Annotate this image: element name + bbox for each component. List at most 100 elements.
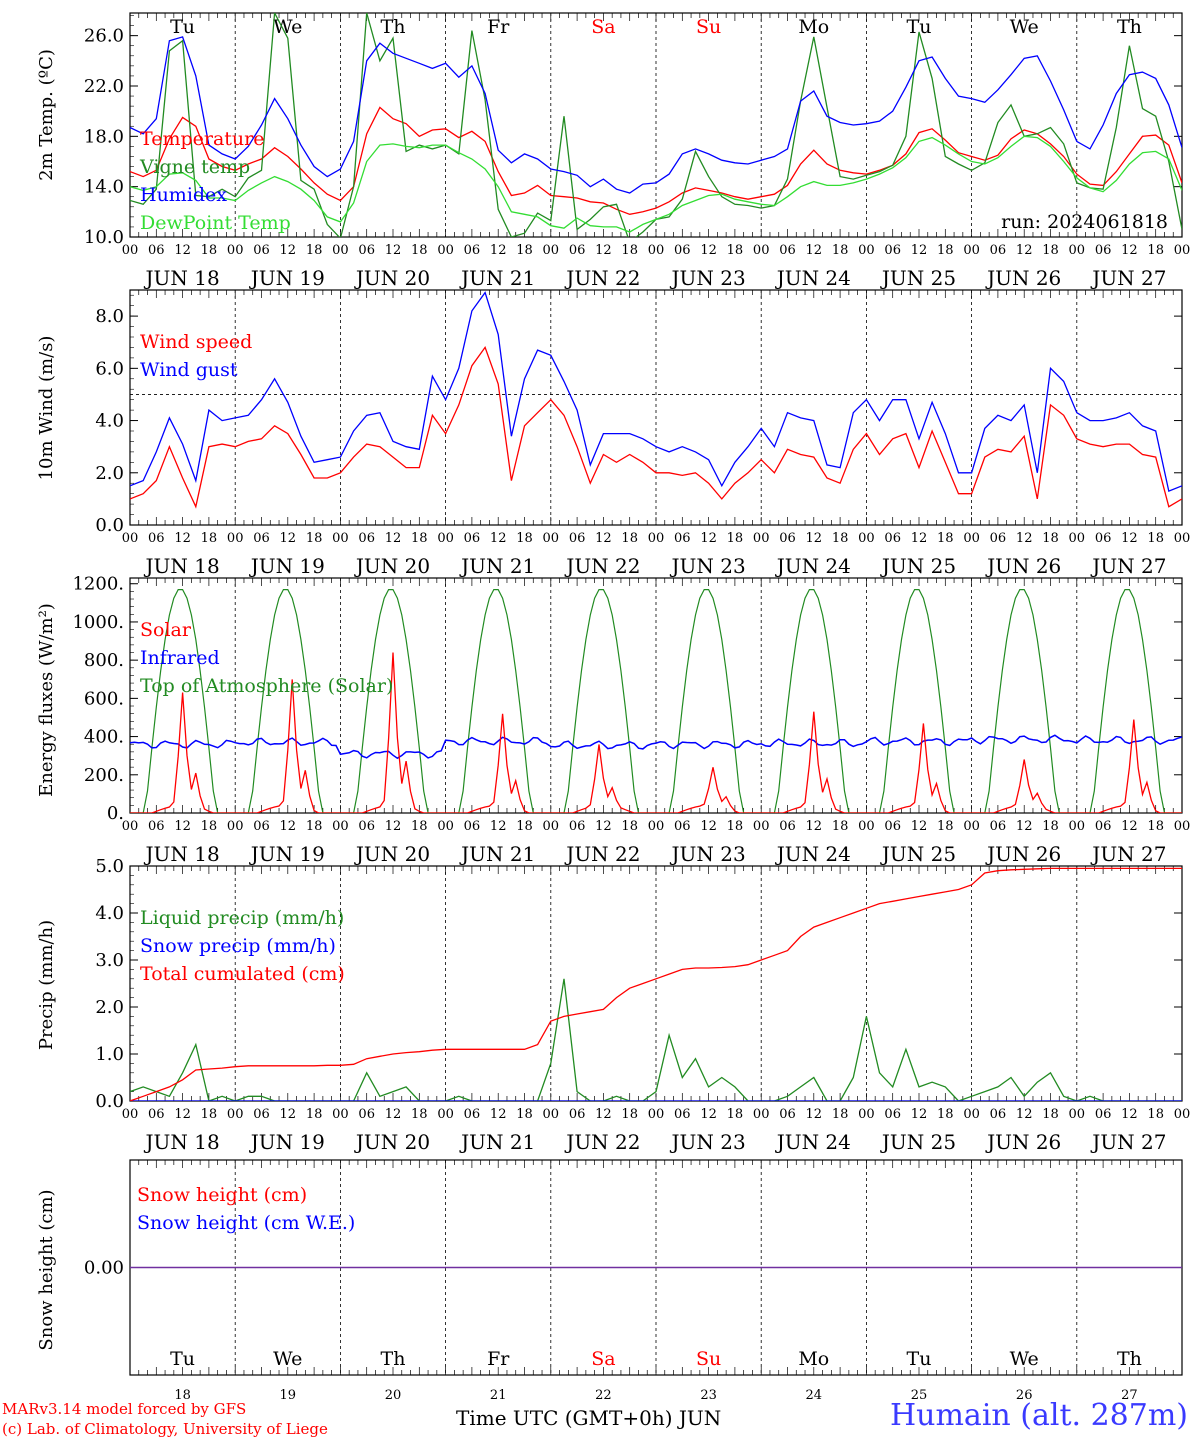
date-label: JUN 24 [775, 554, 851, 578]
y-tick-label: 0. [107, 803, 124, 824]
legend-liquid-precip-mm-h-: Liquid precip (mm/h) [140, 907, 344, 929]
hour-tick-label: 00 [1174, 1107, 1191, 1122]
y-tick-label: 2.0 [95, 997, 124, 1018]
hour-tick-label: 06 [569, 531, 586, 546]
hour-tick-label: 06 [779, 531, 796, 546]
hour-tick-label: 12 [1121, 243, 1138, 258]
hour-tick-label: 12 [490, 1107, 507, 1122]
date-label: JUN 23 [670, 266, 746, 290]
hour-tick-label: 18 [621, 243, 638, 258]
y-tick-label: 4.0 [95, 411, 124, 432]
hour-tick-label: 12 [911, 531, 928, 546]
hour-tick-label: 18 [937, 819, 954, 834]
panel-4: 0.0 1.0 2.0 3.0 4.0 5.0 Precip (mm/h) 00 06 12 18 J… [36, 856, 1190, 1154]
hour-tick-label: 18 [516, 1107, 533, 1122]
hour-tick-label: 12 [1016, 819, 1033, 834]
day-number-label: 23 [700, 1388, 717, 1403]
date-label: JUN 27 [1090, 266, 1166, 290]
hour-tick-label: 18 [832, 819, 849, 834]
hour-tick-label: 06 [884, 243, 901, 258]
date-label: JUN 25 [880, 1130, 956, 1154]
hour-tick-label: 12 [700, 819, 717, 834]
legend-dewpoint-temp: DewPoint Temp [140, 212, 291, 234]
date-label: JUN 26 [985, 842, 1061, 866]
hour-tick-label: 18 [832, 531, 849, 546]
hour-tick-label: 12 [700, 531, 717, 546]
hour-tick-label: 18 [832, 243, 849, 258]
hour-tick-label: 00 [1174, 531, 1191, 546]
y-tick-label: 10.0 [84, 227, 124, 248]
date-label: JUN 23 [670, 554, 746, 578]
hour-tick-label: 06 [990, 243, 1007, 258]
y-axis-label: Energy fluxes (W/m²) [36, 603, 57, 797]
hour-tick-label: 00 [227, 531, 244, 546]
hour-tick-label: 06 [674, 531, 691, 546]
y-tick-label: 3.0 [95, 950, 124, 971]
hour-tick-label: 00 [858, 1107, 875, 1122]
hour-tick-label: 06 [358, 531, 375, 546]
hour-tick-label: 00 [753, 819, 770, 834]
date-label: JUN 27 [1090, 1130, 1166, 1154]
series-line-dewpoint-temp [130, 135, 1182, 233]
hour-tick-label: 12 [280, 243, 297, 258]
hour-tick-label: 18 [1042, 243, 1059, 258]
weekday-label: Tu [907, 16, 932, 38]
hour-tick-label: 12 [385, 243, 402, 258]
date-label: JUN 21 [459, 1130, 535, 1154]
hour-tick-label: 06 [990, 1107, 1007, 1122]
y-tick-label: 6.0 [95, 358, 124, 379]
hour-tick-label: 06 [779, 819, 796, 834]
hour-tick-label: 18 [937, 531, 954, 546]
y-tick-label: 14.0 [84, 177, 124, 198]
date-label: JUN 25 [880, 842, 956, 866]
hour-tick-label: 18 [306, 819, 323, 834]
hour-tick-label: 12 [595, 243, 612, 258]
hour-tick-label: 18 [1147, 1107, 1164, 1122]
hour-tick-label: 06 [674, 819, 691, 834]
hour-tick-label: 18 [306, 243, 323, 258]
hour-tick-label: 18 [411, 243, 428, 258]
legend-infrared: Infrared [140, 647, 220, 669]
hour-tick-label: 18 [411, 1107, 428, 1122]
hour-tick-label: 18 [1147, 531, 1164, 546]
legend-snow-height-cm-: Snow height (cm) [137, 1184, 307, 1206]
hour-tick-label: 06 [1095, 531, 1112, 546]
hour-tick-label: 00 [963, 531, 980, 546]
date-label: JUN 27 [1090, 842, 1166, 866]
hour-tick-label: 00 [648, 243, 665, 258]
hour-tick-label: 12 [385, 819, 402, 834]
y-tick-label: 8.0 [95, 306, 124, 327]
hour-tick-label: 06 [674, 1107, 691, 1122]
day-number-label: 26 [1016, 1388, 1033, 1403]
weekday-label: Th [1117, 1348, 1142, 1370]
hour-tick-label: 00 [332, 819, 349, 834]
hour-tick-label: 12 [174, 531, 191, 546]
hour-tick-label: 12 [911, 243, 928, 258]
hour-tick-label: 00 [437, 1107, 454, 1122]
hour-tick-label: 06 [253, 1107, 270, 1122]
hour-tick-label: 12 [1016, 1107, 1033, 1122]
hour-tick-label: 00 [858, 819, 875, 834]
y-tick-label: 0.0 [95, 515, 124, 536]
date-label: JUN 21 [459, 266, 535, 290]
hour-tick-label: 18 [201, 531, 218, 546]
hour-tick-label: 00 [122, 819, 139, 834]
hour-tick-label: 06 [464, 1107, 481, 1122]
weekday-label: We [1010, 1348, 1039, 1370]
hour-tick-label: 00 [437, 531, 454, 546]
hour-tick-label: 00 [753, 1107, 770, 1122]
weekday-label: Sa [591, 1348, 615, 1370]
weekday-label: Th [381, 1348, 406, 1370]
series-line-humidex [130, 36, 1182, 194]
hour-tick-label: 18 [306, 531, 323, 546]
hour-tick-label: 00 [1069, 531, 1086, 546]
hour-tick-label: 06 [148, 1107, 165, 1122]
hour-tick-label: 18 [937, 243, 954, 258]
hour-tick-label: 06 [990, 819, 1007, 834]
weekday-label: Tu [170, 16, 195, 38]
hour-tick-label: 06 [464, 531, 481, 546]
hour-tick-label: 00 [227, 819, 244, 834]
date-label: JUN 23 [670, 842, 746, 866]
hour-tick-label: 06 [884, 531, 901, 546]
